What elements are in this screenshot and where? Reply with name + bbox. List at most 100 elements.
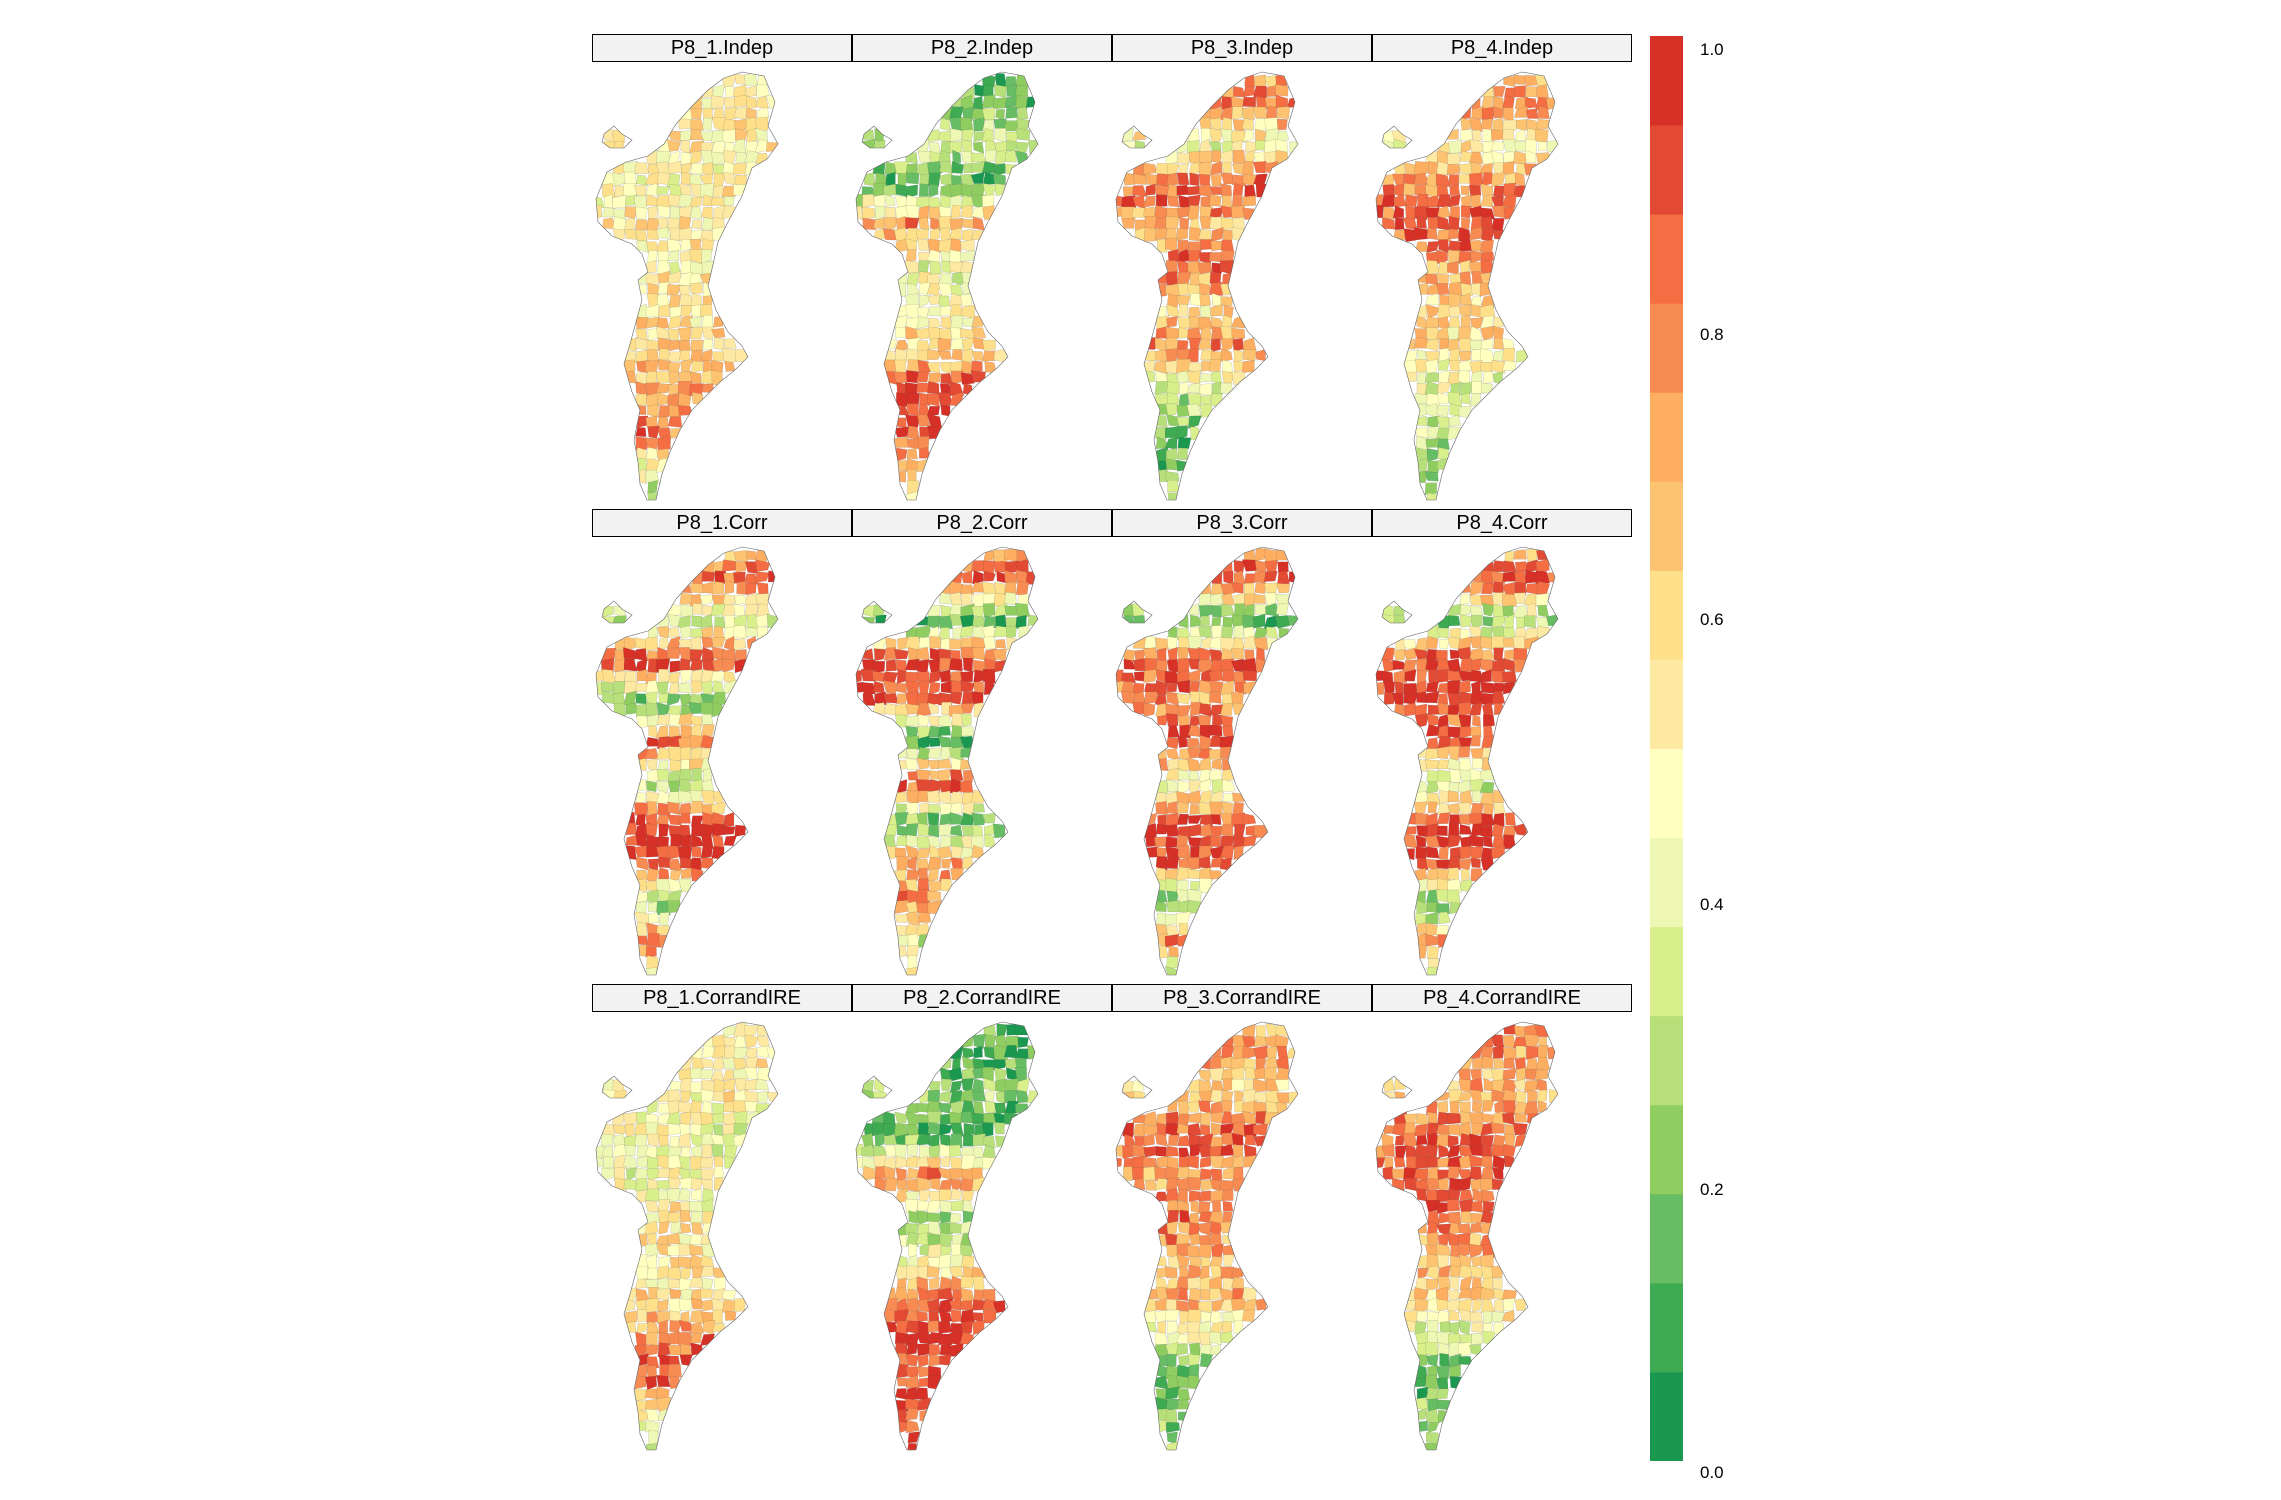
municipality-region: [680, 867, 692, 879]
strip-title: P8_3.Corr: [1112, 509, 1372, 537]
map-panel: [595, 71, 779, 501]
municipality-region: [1492, 106, 1504, 119]
municipality-region: [984, 361, 997, 374]
municipality-region: [1491, 172, 1506, 187]
municipality-region: [636, 468, 647, 484]
municipality-region: [1403, 183, 1418, 197]
municipality-region: [656, 1396, 672, 1412]
municipality-region: [1513, 647, 1528, 661]
municipality-region: [1458, 814, 1472, 826]
municipality-region: [939, 160, 953, 173]
municipality-region: [635, 427, 647, 437]
municipality-region: [745, 627, 760, 637]
municipality-region: [1245, 150, 1256, 163]
municipality-region: [916, 382, 930, 393]
region-boundary: [855, 71, 1039, 501]
colorbar-segment: [1650, 125, 1683, 215]
municipality-region: [1458, 381, 1473, 396]
municipality-region: [1209, 1155, 1224, 1169]
municipality-region: [1167, 293, 1179, 308]
municipality-region: [713, 337, 724, 351]
municipality-region: [1482, 836, 1493, 848]
municipality-region: [940, 1156, 951, 1167]
municipality-region: [703, 338, 713, 350]
municipality-region: [690, 163, 704, 175]
colorbar-segment: [1650, 1282, 1683, 1373]
municipality-region: [1460, 139, 1473, 154]
municipality-region: [894, 326, 907, 338]
municipality-region: [939, 1232, 953, 1247]
municipality-region: [1471, 658, 1483, 672]
municipality-region: [906, 438, 920, 450]
municipality-region: [1437, 1178, 1449, 1191]
municipality-region: [1502, 593, 1517, 607]
municipality-region: [1210, 174, 1222, 187]
municipality-region: [1425, 1409, 1440, 1424]
municipality-region: [994, 660, 1008, 673]
municipality-region: [1253, 637, 1268, 651]
municipality-region: [1471, 1322, 1484, 1333]
municipality-region: [1243, 573, 1258, 585]
municipality-region: [917, 746, 931, 761]
municipality-region: [656, 1179, 671, 1191]
colorbar-segment: [1650, 837, 1683, 928]
enclave-boundary: [1381, 1075, 1413, 1099]
municipality-region: [1492, 1111, 1505, 1126]
municipality-region: [905, 1375, 920, 1389]
municipality-region: [645, 945, 657, 958]
colorbar-segment: [1650, 926, 1683, 1017]
municipality-region: [916, 307, 930, 320]
municipality-region: [1154, 923, 1168, 935]
municipality-region: [895, 183, 908, 197]
municipality-region: [938, 295, 950, 308]
municipality-region: [1535, 1069, 1549, 1081]
municipality-region: [1015, 1103, 1030, 1116]
municipality-region: [711, 1144, 724, 1159]
municipality-region: [1254, 1035, 1267, 1048]
municipality-region: [1142, 195, 1156, 208]
municipality-region: [625, 702, 638, 715]
municipality-region: [894, 426, 910, 438]
municipality-region: [927, 1233, 941, 1246]
municipality-region: [1483, 714, 1495, 727]
municipality-region: [1447, 250, 1462, 264]
municipality-region: [1416, 1135, 1428, 1146]
enclave-boundary: [861, 1075, 893, 1099]
municipality-region: [602, 669, 616, 684]
municipality-region: [1289, 141, 1298, 154]
municipality-region: [634, 1420, 647, 1432]
municipality-region: [927, 803, 942, 814]
municipality-region: [1167, 626, 1178, 639]
municipality-region: [1143, 823, 1157, 838]
municipality-region: [1449, 184, 1460, 197]
municipality-region: [1122, 615, 1135, 627]
municipality-region: [895, 1167, 907, 1181]
municipality-region: [1255, 1111, 1266, 1125]
municipality-region: [950, 691, 963, 705]
municipality-region: [679, 1078, 692, 1093]
municipality-region: [1276, 1092, 1289, 1104]
municipality-region: [1404, 338, 1415, 350]
municipality-region: [908, 1243, 918, 1257]
municipality-region: [614, 658, 628, 673]
municipality-region: [1212, 1200, 1222, 1215]
municipality-region: [1460, 205, 1472, 219]
municipality-region: [678, 405, 693, 416]
municipality-region: [927, 890, 942, 902]
municipality-region: [723, 196, 735, 207]
municipality-region: [634, 1278, 649, 1289]
municipality-region: [678, 713, 693, 725]
municipality-region: [614, 1167, 626, 1181]
municipality-region: [1416, 1233, 1429, 1246]
municipality-region: [1210, 338, 1221, 353]
municipality-region: [1288, 1091, 1298, 1104]
municipality-region: [1177, 780, 1192, 794]
municipality-region: [711, 196, 726, 206]
municipality-region: [1274, 84, 1289, 97]
municipality-region: [939, 172, 954, 187]
municipality-region: [1198, 1243, 1213, 1258]
municipality-region: [961, 726, 974, 737]
municipality-region: [916, 758, 930, 770]
municipality-region: [929, 260, 942, 275]
municipality-region: [722, 1299, 736, 1313]
